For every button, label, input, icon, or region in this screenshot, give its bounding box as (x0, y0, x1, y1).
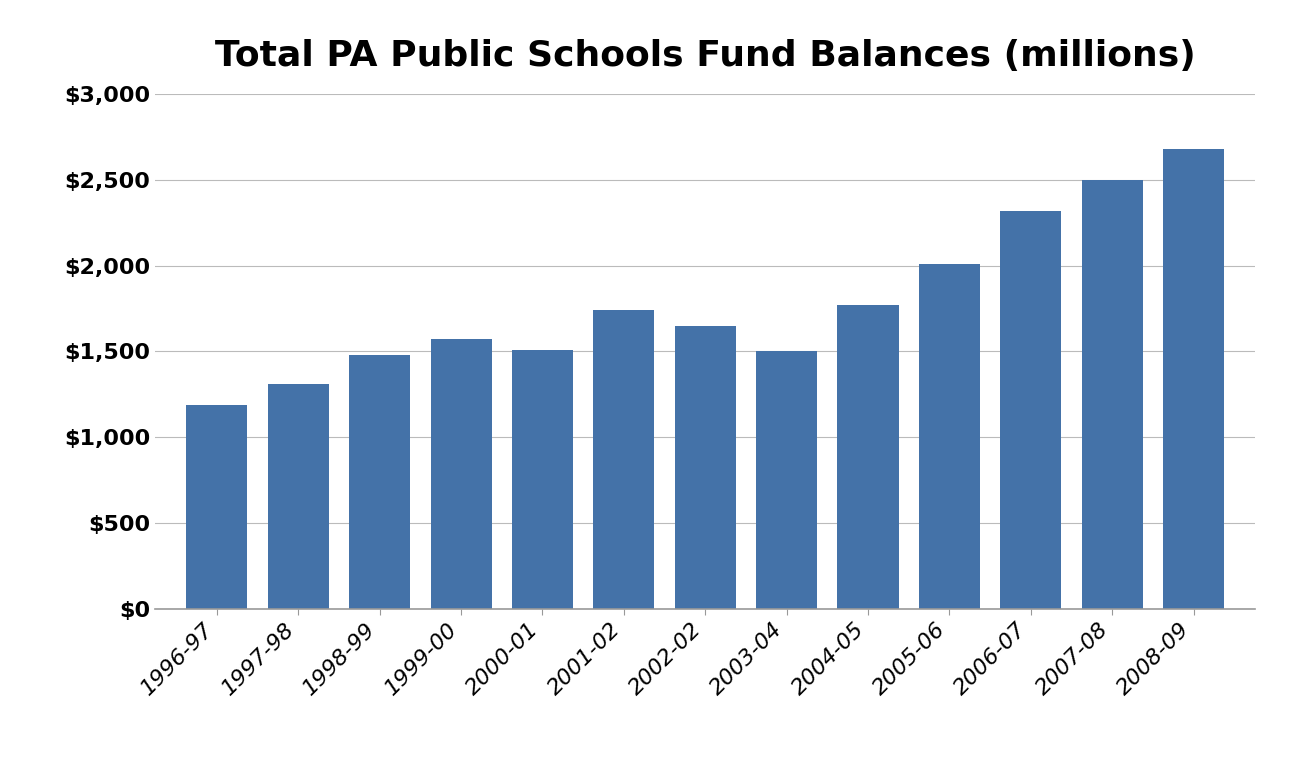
Bar (268, 384, 329, 609)
Bar (756, 351, 817, 609)
Bar (594, 310, 655, 609)
Bar (674, 326, 736, 609)
Bar (186, 405, 247, 609)
Bar (349, 355, 410, 609)
Bar (837, 305, 898, 609)
Bar (919, 264, 980, 609)
Bar (431, 339, 492, 609)
Bar (512, 350, 573, 609)
Bar (1082, 180, 1143, 609)
Title: Total PA Public Schools Fund Balances (millions): Total PA Public Schools Fund Balances (m… (215, 39, 1196, 73)
Bar (1000, 211, 1061, 609)
Bar (1163, 148, 1224, 609)
